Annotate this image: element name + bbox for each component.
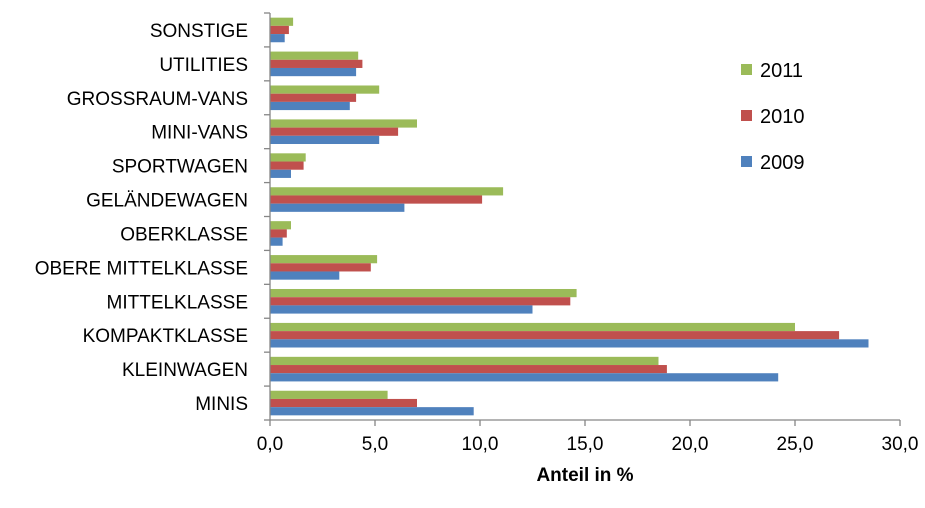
bar-gelaendewagen-2011: [270, 187, 504, 196]
x-tick-label: 15,0: [567, 434, 604, 455]
bar-minis-2011: [270, 390, 388, 399]
bar-utilities-2010: [270, 59, 363, 68]
category-label-sonstige: SONSTIGE: [150, 21, 248, 42]
bar-grossraum-vans-2011: [270, 85, 380, 94]
category-label-minis: MINIS: [195, 394, 248, 415]
legend: 2011 2010 2009: [741, 60, 805, 174]
bar-gelaendewagen-2009: [270, 203, 405, 212]
x-tick-label: 5,0: [362, 434, 388, 455]
bar-utilities-2011: [270, 51, 359, 60]
category-label-oberklasse: OBERKLASSE: [120, 224, 248, 245]
bar-oberklasse-2009: [270, 237, 283, 246]
bar-sportwagen-2009: [270, 169, 291, 178]
legend-label-2009: 2009: [760, 152, 805, 174]
x-tick-label: 10,0: [462, 434, 499, 455]
bar-oberklasse-2010: [270, 229, 287, 238]
x-axis-title: Anteil in %: [536, 465, 633, 486]
bar-mini-vans-2009: [270, 135, 380, 145]
bar-sportwagen-2011: [270, 153, 306, 162]
category-label-obere-mittelklasse: OBERE MITTELKLASSE: [35, 258, 248, 279]
bar-obere-mittelklasse-2009: [270, 271, 340, 280]
legend-label-2010: 2010: [760, 106, 805, 128]
legend-swatch-2010: [741, 110, 752, 121]
category-label-sportwagen: SPORTWAGEN: [112, 157, 248, 178]
bars-group: [270, 17, 869, 416]
x-tick-label: 20,0: [672, 434, 709, 455]
bar-mittelklasse-2011: [270, 288, 577, 298]
legend-swatch-2011: [741, 64, 752, 75]
bar-mittelklasse-2010: [270, 297, 571, 306]
bar-mini-vans-2010: [270, 127, 399, 136]
bar-sportwagen-2010: [270, 161, 304, 170]
legend-label-2011: 2011: [760, 60, 803, 82]
x-tick-label: 30,0: [882, 434, 919, 455]
bar-kompaktklasse-2011: [270, 322, 795, 332]
bar-sonstige-2011: [270, 17, 294, 26]
bar-oberklasse-2011: [270, 221, 291, 230]
bar-mittelklasse-2009: [270, 305, 533, 314]
category-label-mini-vans: MINI-VANS: [151, 123, 248, 144]
category-label-utilities: UTILITIES: [159, 55, 248, 76]
bar-kompaktklasse-2009: [270, 339, 869, 348]
category-labels: MINIS KLEINWAGEN KOMPAKTKLASSE MITTELKLASSE…: [35, 21, 248, 415]
category-label-kleinwagen: KLEINWAGEN: [122, 360, 248, 381]
bar-grossraum-vans-2009: [270, 101, 350, 111]
bar-kleinwagen-2010: [270, 365, 667, 374]
category-label-gelaendewagen: GELÄNDEWAGEN: [86, 191, 248, 212]
bar-mini-vans-2011: [270, 119, 417, 128]
bar-minis-2010: [270, 398, 417, 408]
bar-kleinwagen-2009: [270, 373, 779, 382]
bar-kleinwagen-2011: [270, 356, 659, 366]
legend-swatch-2009: [741, 156, 752, 167]
x-ticks-group: 0,0 5,0 10,0 15,0 20,0 25,0 30,0: [257, 420, 919, 455]
bar-obere-mittelklasse-2011: [270, 255, 378, 264]
x-tick-label: 0,0: [257, 434, 283, 455]
bar-minis-2009: [270, 407, 474, 416]
bar-gelaendewagen-2010: [270, 195, 483, 204]
bar-obere-mittelklasse-2010: [270, 263, 371, 272]
category-label-grossraum-vans: GROSSRAUM-VANS: [67, 89, 248, 110]
x-tick-label: 25,0: [777, 434, 814, 455]
bar-sonstige-2009: [270, 34, 285, 43]
category-label-mittelklasse: MITTELKLASSE: [107, 292, 249, 313]
bar-utilities-2009: [270, 67, 357, 77]
bar-grossraum-vans-2010: [270, 93, 357, 102]
category-label-kompaktklasse: KOMPAKTKLASSE: [83, 326, 248, 347]
bar-sonstige-2010: [270, 25, 289, 35]
bar-kompaktklasse-2010: [270, 331, 840, 340]
